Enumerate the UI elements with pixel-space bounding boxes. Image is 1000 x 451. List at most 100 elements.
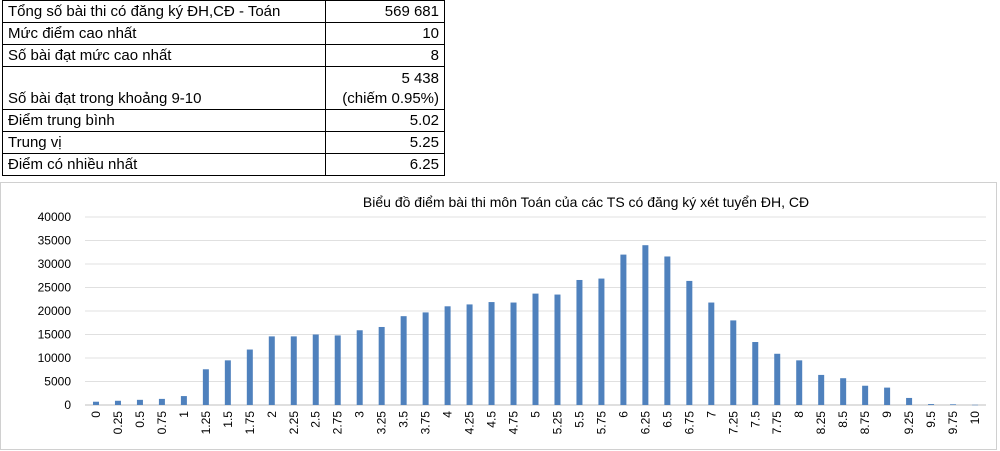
table-row: Trung vị 5.25 xyxy=(2,131,445,154)
row-label: Tổng số bài thi có đăng ký ĐH,CĐ - Toán xyxy=(2,0,326,23)
x-tick-label: 2.75 xyxy=(331,411,345,435)
x-tick-label: 6.25 xyxy=(638,411,652,435)
x-tick-label: 1.75 xyxy=(243,411,257,435)
x-tick-label: 8.25 xyxy=(814,411,828,435)
bar xyxy=(950,404,957,405)
y-tick-label: 35000 xyxy=(38,234,72,248)
bar xyxy=(290,336,297,405)
y-tick-label: 40000 xyxy=(38,210,72,224)
x-tick-label: 6.75 xyxy=(682,411,696,435)
bar xyxy=(532,293,539,405)
table-row: Điểm trung bình 5.02 xyxy=(2,109,445,132)
y-tick-label: 25000 xyxy=(38,281,72,295)
table-row: Điểm có nhiều nhất 6.25 xyxy=(2,153,445,176)
y-axis-ticks: 0 5000 10000 15000 20000 25000 30000 35000 40000 xyxy=(38,210,72,412)
x-tick-label: 10 xyxy=(968,411,982,425)
bar xyxy=(378,326,385,405)
bar xyxy=(224,360,231,405)
x-tick-label: 6 xyxy=(616,411,630,418)
bar-chart: Biểu đồ điểm bài thi môn Toán của các TS… xyxy=(38,194,986,435)
x-tick-label: 4.5 xyxy=(485,411,499,428)
row-value: 569 681 xyxy=(325,0,445,23)
row-value: 6.25 xyxy=(325,153,445,176)
bar xyxy=(114,400,121,405)
y-tick-label: 0 xyxy=(64,398,71,412)
bar xyxy=(180,396,187,405)
x-tick-label: 5.5 xyxy=(572,411,586,428)
bar xyxy=(576,279,583,405)
bar xyxy=(466,304,473,405)
bar xyxy=(884,387,891,405)
x-tick-label: 2 xyxy=(265,411,279,418)
x-tick-label: 3.25 xyxy=(375,411,389,435)
bar xyxy=(136,399,143,405)
row-label: Mức điểm cao nhất xyxy=(2,22,326,45)
row-value: 8 xyxy=(325,44,445,67)
x-tick-label: 5 xyxy=(529,411,543,418)
bar xyxy=(510,302,517,405)
table-row: Số bài đạt trong khoảng 9-10 5 438 (chiếm… xyxy=(2,66,445,110)
bar xyxy=(158,398,165,405)
x-tick-label: 3 xyxy=(353,411,367,418)
bar xyxy=(708,302,715,405)
bar xyxy=(334,335,341,405)
stats-table: Tổng số bài thi có đăng ký ĐH,CĐ - Toán … xyxy=(2,0,445,176)
x-tick-label: 6.5 xyxy=(660,411,674,428)
row-value: 5.25 xyxy=(325,131,445,154)
x-tick-label: 1.25 xyxy=(199,411,213,435)
table-row: Mức điểm cao nhất 10 xyxy=(2,22,445,45)
row-label: Số bài đạt mức cao nhất xyxy=(2,44,326,67)
bar xyxy=(554,294,561,405)
bar xyxy=(840,378,847,405)
x-tick-label: 2.25 xyxy=(287,411,301,435)
row-value-count: 5 438 xyxy=(401,70,439,87)
bar xyxy=(620,254,627,405)
x-tick-label: 4.75 xyxy=(507,411,521,435)
row-value: 10 xyxy=(325,22,445,45)
row-label: Điểm có nhiều nhất xyxy=(2,153,326,176)
bar xyxy=(642,245,649,405)
bar xyxy=(796,360,803,405)
x-axis-ticks: 0 0.25 0.5 0.75 1 1.25 1.5 1.75 2 2.25 2.5 2.75 3 3.2… xyxy=(89,411,982,435)
x-tick-label: 5.25 xyxy=(550,411,564,435)
x-tick-label: 0.75 xyxy=(155,411,169,435)
bar xyxy=(774,353,781,405)
x-tick-label: 9 xyxy=(880,411,894,418)
bar xyxy=(422,312,429,405)
row-value: 5.02 xyxy=(325,109,445,132)
bar xyxy=(730,320,737,405)
y-tick-label: 15000 xyxy=(38,328,72,342)
bar xyxy=(246,349,253,405)
table-row: Tổng số bài thi có đăng ký ĐH,CĐ - Toán … xyxy=(2,0,445,23)
row-value: 5 438 (chiếm 0.95%) xyxy=(325,66,445,110)
x-tick-label: 7.25 xyxy=(726,411,740,435)
x-tick-label: 0 xyxy=(89,411,103,418)
x-tick-label: 5.75 xyxy=(594,411,608,435)
bar xyxy=(202,369,209,405)
x-tick-label: 1.5 xyxy=(221,411,235,428)
y-tick-label: 20000 xyxy=(38,304,72,318)
row-label: Điểm trung bình xyxy=(2,109,326,132)
x-tick-label: 1 xyxy=(177,411,191,418)
row-value-percent: (chiếm 0.95%) xyxy=(342,90,439,107)
bar xyxy=(92,401,99,405)
row-label: Trung vị xyxy=(2,131,326,154)
bar xyxy=(312,334,319,405)
x-tick-label: 4 xyxy=(441,411,455,418)
bar xyxy=(268,336,275,405)
x-tick-label: 3.75 xyxy=(419,411,433,435)
x-tick-label: 7.75 xyxy=(770,411,784,435)
x-tick-label: 7 xyxy=(704,411,718,418)
bar xyxy=(928,404,935,405)
bar xyxy=(862,385,869,405)
bar xyxy=(356,330,363,405)
bars xyxy=(92,245,979,406)
bar xyxy=(686,280,693,405)
y-tick-label: 5000 xyxy=(44,375,71,389)
x-tick-label: 7.5 xyxy=(748,411,762,428)
bar xyxy=(400,316,407,405)
x-tick-label: 8 xyxy=(792,411,806,418)
x-tick-label: 4.25 xyxy=(463,411,477,435)
x-tick-label: 9.5 xyxy=(924,411,938,428)
x-tick-label: 3.5 xyxy=(397,411,411,428)
